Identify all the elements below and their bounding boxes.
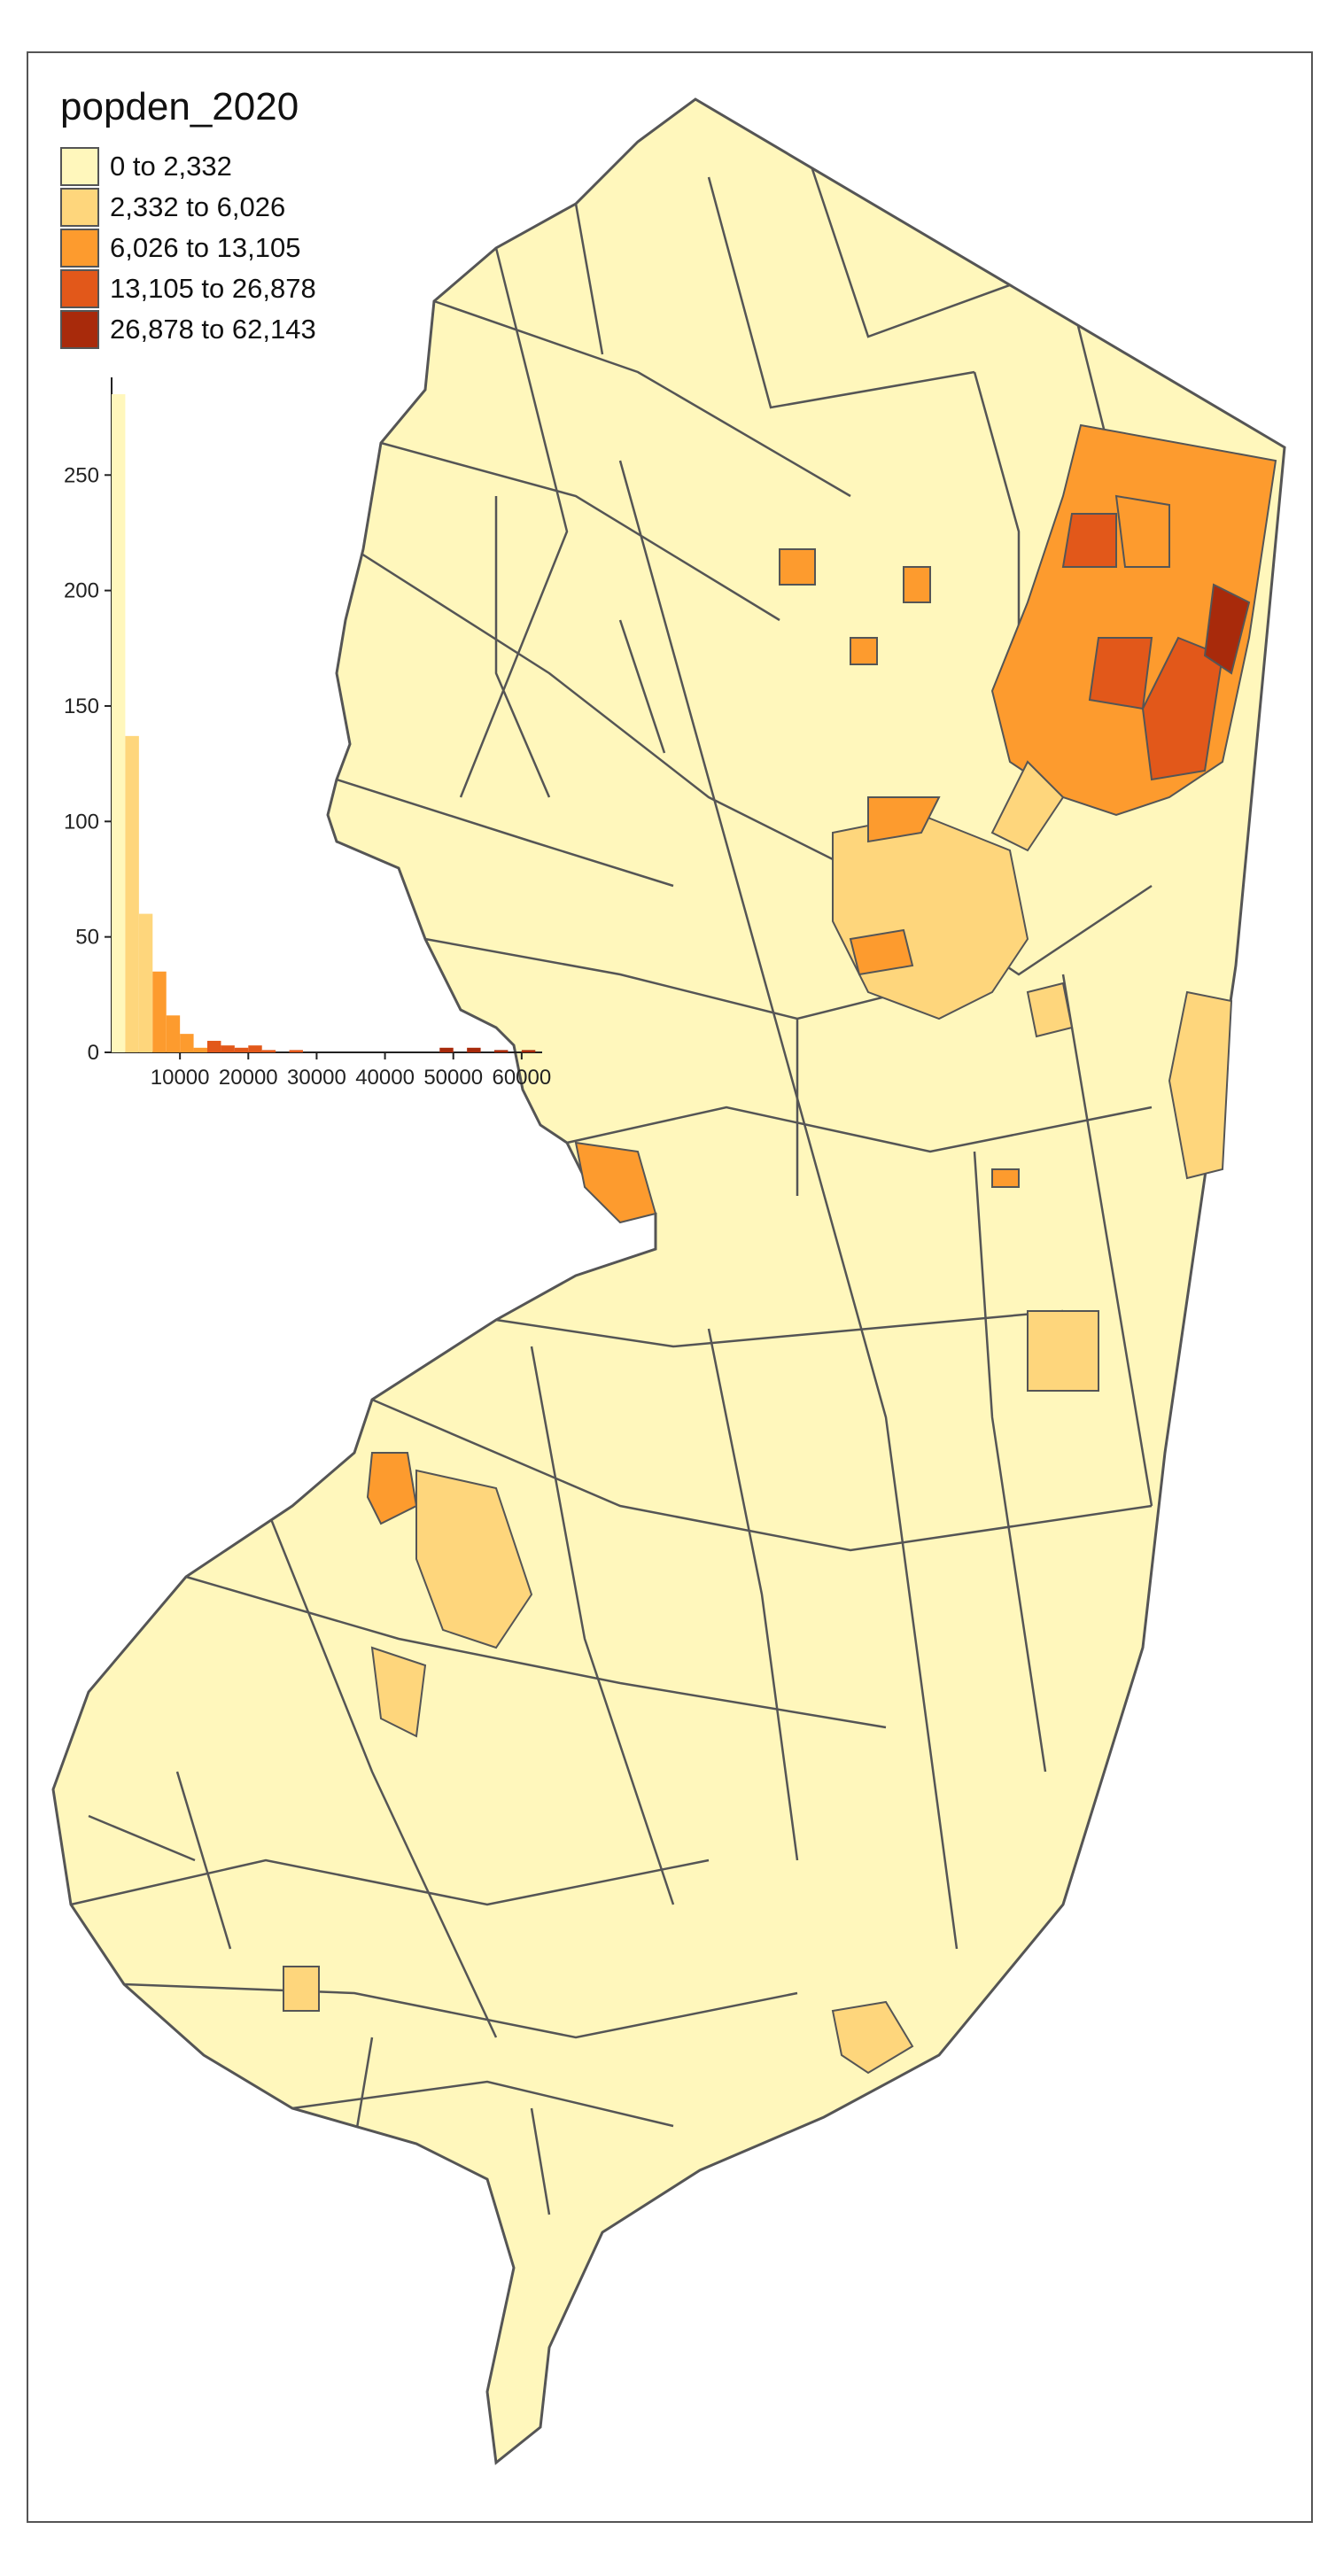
municipality-boundaries <box>70 123 1223 2215</box>
legend-swatch <box>60 269 99 308</box>
legend-label: 6,026 to 13,105 <box>110 232 301 263</box>
legend-swatch <box>60 188 99 227</box>
legend-item: 2,332 to 6,026 <box>60 187 316 228</box>
legend-label: 0 to 2,332 <box>110 151 232 182</box>
density-high-areas <box>283 423 1277 2075</box>
legend-swatch <box>60 310 99 349</box>
legend: 0 to 2,332 2,332 to 6,026 6,026 to 13,10… <box>60 146 316 350</box>
legend-label: 26,878 to 62,143 <box>110 314 316 345</box>
legend-item: 13,105 to 26,878 <box>60 268 316 309</box>
legend-label: 2,332 to 6,026 <box>110 191 286 222</box>
legend-label: 13,105 to 26,878 <box>110 273 316 304</box>
legend-item: 0 to 2,332 <box>60 146 316 187</box>
legend-swatch <box>60 229 99 268</box>
legend-title: popden_2020 <box>60 85 299 128</box>
legend-swatch <box>60 147 99 186</box>
legend-item: 6,026 to 13,105 <box>60 228 316 268</box>
legend-item: 26,878 to 62,143 <box>60 309 316 350</box>
